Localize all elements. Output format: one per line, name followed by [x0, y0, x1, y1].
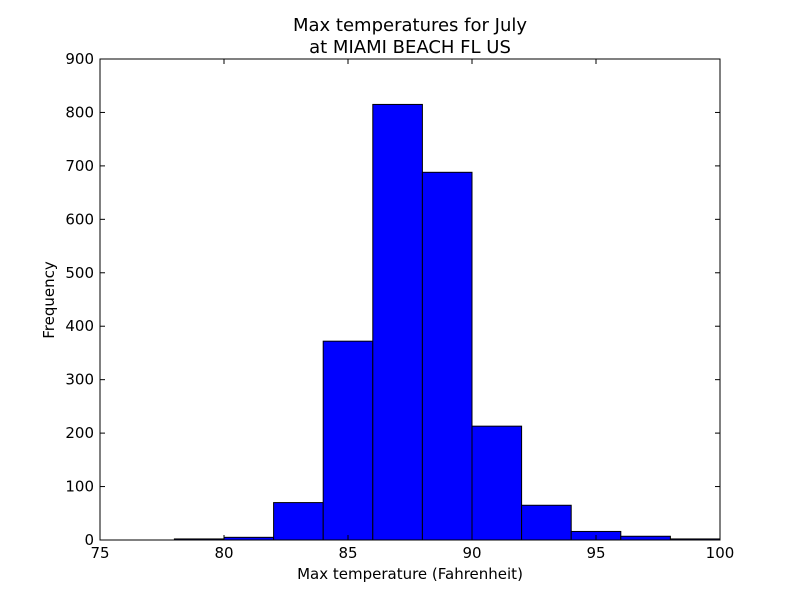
plot-frame — [99, 58, 721, 541]
y-tick-label: 800 — [65, 103, 94, 121]
y-tick-label: 100 — [65, 478, 94, 496]
x-tick-label: 95 — [586, 544, 605, 562]
y-tick-label: 700 — [65, 157, 94, 175]
y-tick-label: 300 — [65, 371, 94, 389]
y-axis-label: Frequency — [40, 261, 58, 339]
histogram-bar — [521, 504, 572, 541]
x-tick-label: 80 — [214, 544, 233, 562]
ticks-group: 75 80 85 90 95 100 0 100 200 300 400 500 600 700 800 90… — [65, 50, 734, 562]
histogram-bar — [322, 340, 374, 541]
histogram-bar — [421, 171, 473, 541]
histogram-bar — [273, 502, 324, 541]
y-tick-label: 900 — [65, 50, 94, 68]
x-tick-label: 100 — [706, 544, 735, 562]
x-tick-label: 85 — [338, 544, 357, 562]
y-tick-label: 200 — [65, 424, 94, 442]
histogram-bar — [620, 535, 671, 541]
chart-title-line2: at MIAMI BEACH FL US — [309, 37, 511, 58]
y-tick-label: 0 — [84, 531, 94, 549]
bars-group — [173, 103, 721, 541]
histogram-bar — [471, 425, 523, 541]
y-tick-label: 500 — [65, 264, 94, 282]
x-tick-label: 75 — [90, 544, 109, 562]
x-tick-label: 90 — [462, 544, 481, 562]
y-tick-label: 400 — [65, 317, 94, 335]
y-tick-label: 600 — [65, 210, 94, 228]
histogram-bar — [372, 103, 423, 541]
x-axis-label: Max temperature (Fahrenheit) — [297, 565, 523, 583]
chart-title-line1: Max temperatures for July — [293, 15, 527, 36]
